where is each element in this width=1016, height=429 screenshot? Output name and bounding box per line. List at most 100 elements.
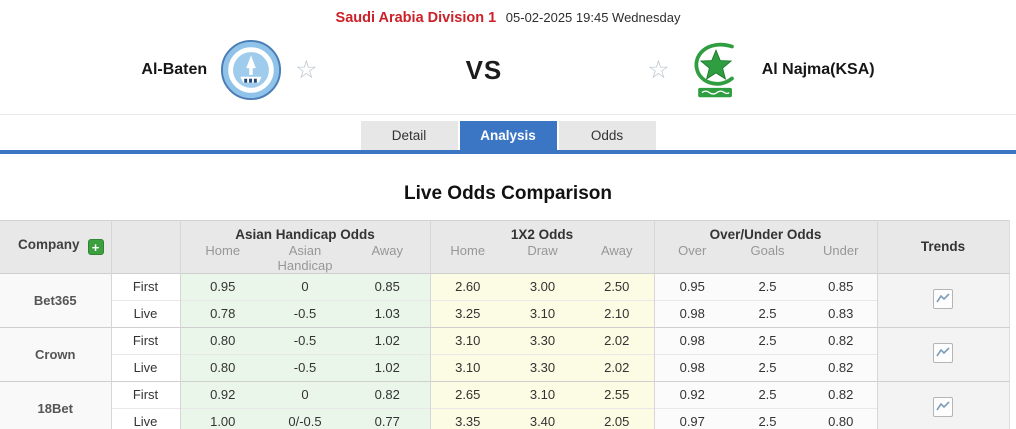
add-company-icon[interactable]: +: [87, 239, 104, 256]
home-team-logo: [220, 39, 282, 101]
trends-column-header: Trends: [876, 220, 1009, 273]
x12-home-odds: 3.35: [429, 407, 505, 429]
x12-away-header: Away: [580, 242, 654, 273]
company-name: Bet365: [0, 272, 111, 327]
active-tab-indicator-line: [0, 150, 1016, 154]
ah-away-odds: 0.82: [345, 380, 430, 408]
ah-away-odds: 0.77: [345, 407, 430, 429]
ou-over-odds: 0.98: [653, 353, 730, 381]
x12-away-odds: 2.02: [580, 353, 654, 381]
trends-cell: [876, 326, 1009, 381]
ou-over-header: Over: [653, 242, 730, 273]
x12-draw-odds: 3.40: [505, 407, 580, 429]
company-header-label: Company: [18, 237, 80, 253]
tab-detail[interactable]: Detail: [360, 121, 458, 150]
asian-handicap-group-header: Asian Handicap Odds: [179, 220, 430, 243]
away-team-logo: [683, 39, 749, 101]
x12-home-odds: 3.10: [429, 353, 505, 381]
table-row: 18Bet First 0.92 0 0.82 2.65 3.10 2.55 0…: [0, 380, 1009, 429]
tab-analysis[interactable]: Analysis: [459, 121, 557, 150]
ou-under-odds: 0.82: [805, 353, 877, 381]
x12-away-odds: 2.10: [580, 299, 654, 327]
ah-handicap-value: -0.5: [265, 326, 345, 354]
ou-goals-value: 2.5: [730, 299, 805, 327]
tab-odds[interactable]: Odds: [558, 121, 656, 150]
1x2-group-header: 1X2 Odds: [429, 220, 654, 243]
period-label: Live: [110, 299, 180, 327]
ah-home-odds: 0.80: [179, 353, 265, 381]
ah-handicap-header: Asian Handicap: [265, 242, 345, 273]
ah-away-odds: 1.02: [345, 326, 430, 354]
ou-goals-value: 2.5: [730, 272, 805, 300]
home-favorite-star-icon[interactable]: ☆: [295, 55, 318, 84]
ou-over-odds: 0.98: [653, 299, 730, 327]
trend-chart-icon[interactable]: [933, 396, 953, 417]
ou-goals-value: 2.5: [730, 326, 805, 354]
x12-away-odds: 2.02: [580, 326, 654, 354]
ou-goals-value: 2.5: [730, 353, 805, 381]
period-label: Live: [110, 407, 180, 429]
x12-draw-odds: 3.30: [505, 353, 580, 381]
away-favorite-star-icon[interactable]: ☆: [647, 55, 670, 84]
ou-under-odds: 0.85: [805, 272, 877, 300]
ah-handicap-value: -0.5: [265, 353, 345, 381]
ah-home-odds: 0.78: [179, 299, 265, 327]
company-column-header: Company +: [0, 220, 111, 273]
period-label: Live: [110, 353, 180, 381]
home-team: Al-Baten ☆: [141, 39, 318, 101]
vs-label: VS: [465, 54, 503, 85]
trends-cell: [876, 272, 1009, 327]
match-datetime: 05-02-2025 19:45 Wednesday: [505, 10, 681, 25]
over-under-group-header: Over/Under Odds: [653, 220, 877, 243]
table-row: Live 0.78 -0.5 1.03 3.25 3.10 2.10 0.98 …: [0, 299, 1009, 327]
company-name: 18Bet: [0, 380, 111, 429]
ou-goals-header: Goals: [730, 242, 805, 273]
ou-goals-value: 2.5: [730, 380, 805, 408]
ah-home-odds: 0.80: [179, 326, 265, 354]
x12-away-odds: 2.50: [580, 272, 654, 300]
ah-away-header: Away: [345, 242, 430, 273]
teams-row: Al-Baten ☆ VS ☆ Al Najma(KSA): [0, 30, 1016, 110]
period-column-header: [110, 220, 180, 273]
ou-over-odds: 0.92: [653, 380, 730, 408]
x12-draw-odds: 3.10: [505, 380, 580, 408]
table-row: Live 0.80 -0.5 1.02 3.10 3.30 2.02 0.98 …: [0, 353, 1009, 381]
period-label: First: [110, 272, 180, 300]
ah-away-odds: 1.02: [345, 353, 430, 381]
period-label: First: [110, 380, 180, 408]
x12-away-odds: 2.55: [580, 380, 654, 408]
x12-home-header: Home: [429, 242, 505, 273]
period-label: First: [110, 326, 180, 354]
league-title: Saudi Arabia Division 1: [335, 10, 497, 26]
ah-handicap-value: 0: [265, 380, 345, 408]
ou-goals-value: 2.5: [730, 407, 805, 429]
company-name: Crown: [0, 326, 111, 381]
live-odds-table: Company + Asian Handicap Odds 1X2 Odds Ov…: [0, 220, 1010, 429]
away-team-name: Al Najma(KSA): [761, 61, 875, 78]
tab-bar: Detail Analysis Odds: [0, 121, 1016, 150]
x12-draw-odds: 3.10: [505, 299, 580, 327]
away-team: ☆ Al Najma(KSA): [647, 39, 875, 101]
ou-over-odds: 0.98: [653, 326, 730, 354]
x12-away-odds: 2.05: [580, 407, 654, 429]
ah-handicap-value: 0/-0.5: [265, 407, 345, 429]
ah-home-odds: 1.00: [179, 407, 265, 429]
x12-draw-odds: 3.30: [505, 326, 580, 354]
trend-chart-icon[interactable]: [933, 288, 953, 309]
ou-under-odds: 0.82: [805, 380, 877, 408]
ah-home-header: Home: [179, 242, 265, 273]
ah-home-odds: 0.95: [179, 272, 265, 300]
ah-home-odds: 0.92: [179, 380, 265, 408]
ou-under-odds: 0.83: [805, 299, 877, 327]
x12-home-odds: 3.10: [429, 326, 505, 354]
ou-over-odds: 0.97: [653, 407, 730, 429]
ah-handicap-value: 0: [265, 272, 345, 300]
ah-handicap-value: -0.5: [265, 299, 345, 327]
match-header: Saudi Arabia Division 1 05-02-2025 19:45…: [0, 0, 1016, 26]
trends-cell: [876, 380, 1009, 429]
ou-over-odds: 0.95: [653, 272, 730, 300]
ou-under-odds: 0.82: [805, 326, 877, 354]
table-row: Crown First 0.80 -0.5 1.02 3.10 3.30 2.0…: [0, 326, 1009, 381]
ou-under-header: Under: [805, 242, 877, 273]
trend-chart-icon[interactable]: [933, 342, 953, 363]
